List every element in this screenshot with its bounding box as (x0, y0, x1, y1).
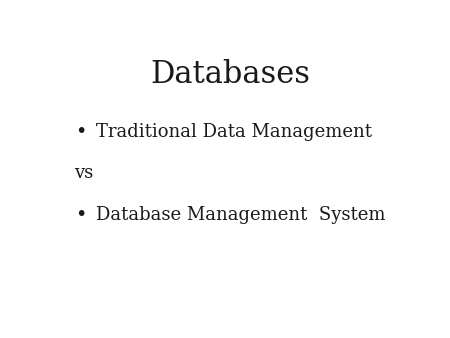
Text: •: • (75, 206, 86, 224)
Text: vs: vs (74, 164, 93, 182)
Text: Databases: Databases (151, 59, 310, 90)
Text: Database Management  System: Database Management System (96, 206, 386, 224)
Text: •: • (75, 122, 86, 141)
Text: Traditional Data Management: Traditional Data Management (96, 123, 372, 141)
